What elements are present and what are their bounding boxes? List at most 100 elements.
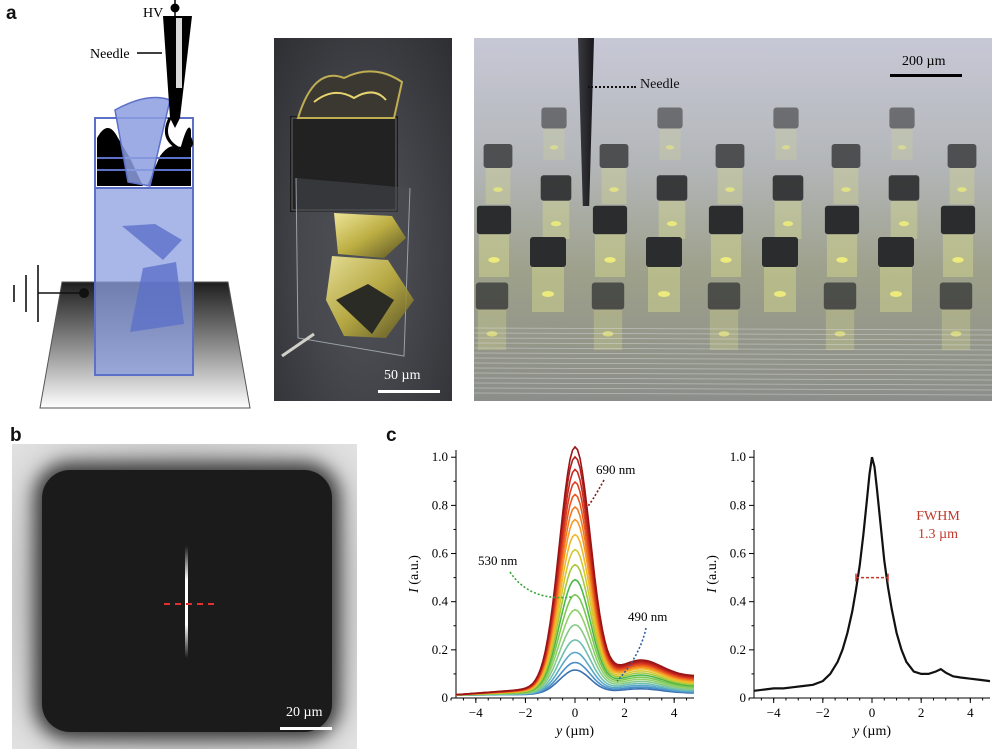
substrate-streak xyxy=(474,372,992,376)
array-pillar-head xyxy=(762,237,798,267)
electrospray-schematic: HV Needle xyxy=(13,0,251,409)
annotation-490nm: 490 nm xyxy=(628,609,667,624)
array-pillar-glint xyxy=(836,257,848,263)
array-pillar-glint xyxy=(493,187,503,193)
substrate-streak xyxy=(474,332,992,336)
substrate-streak xyxy=(474,337,992,341)
array-pillar-stem xyxy=(594,234,626,277)
array-pillar-stem xyxy=(542,200,570,239)
array-pillar-head xyxy=(889,107,915,129)
array-pillar-glint xyxy=(890,291,902,297)
array-pillar-stem xyxy=(764,267,796,312)
array-pillar-stem xyxy=(659,128,681,160)
array-pillar-head xyxy=(656,175,688,201)
array-pillar-stem xyxy=(601,168,627,204)
y-tick-label: 0 xyxy=(442,690,449,705)
array-pillar-head xyxy=(657,107,683,129)
x-tick-label: −2 xyxy=(518,705,532,720)
panel-label-b: b xyxy=(10,425,22,446)
array-pillar-stem xyxy=(478,234,510,277)
array-pillar-stem xyxy=(710,234,742,277)
ground-contact-dot xyxy=(79,288,89,298)
array-pillar-head xyxy=(823,282,857,310)
array-pillar-head xyxy=(939,282,973,310)
y-tick-label: 0.4 xyxy=(432,594,449,609)
profile-line xyxy=(753,456,991,692)
array-pillar-head xyxy=(530,237,566,267)
substrate-streak xyxy=(474,357,992,361)
spectral-series-line xyxy=(455,468,695,696)
spectral-series-line xyxy=(455,445,695,696)
annotation-490nm-pointer xyxy=(616,627,647,682)
fwhm-label: FWHM xyxy=(916,509,960,524)
array-pillar-head xyxy=(540,175,572,201)
array-pillar-head xyxy=(715,144,745,168)
y-tick-label: 0.8 xyxy=(730,497,746,512)
x-tick-label: −4 xyxy=(767,705,781,720)
profile-cut-line xyxy=(164,603,214,605)
array-pillar-head xyxy=(483,144,513,168)
array-pillar-head xyxy=(888,175,920,201)
y-axis-label: I (a.u.) xyxy=(705,555,720,594)
pillar-array-photo: Needle 200 µm xyxy=(474,38,992,401)
waveguide-micrograph: 20 µm xyxy=(12,444,357,749)
y-tick-label: 0.6 xyxy=(432,546,449,561)
array-pillar-glint xyxy=(486,331,498,337)
array-pillar-head xyxy=(592,205,628,235)
substrate-streak xyxy=(474,352,992,356)
array-pillar-head xyxy=(831,144,861,168)
crystal-lower xyxy=(130,262,184,332)
y-axis-label: I (a.u.) xyxy=(407,555,422,594)
fwhm-profile-chart: −4 −2 0 2 4 0 0.2 0.4 0.6 0.8 1.0 y (µm) I (a.u.) FWH… xyxy=(705,449,991,739)
spectral-series-line xyxy=(455,455,695,696)
x-axis-label: y (µm) xyxy=(851,724,891,739)
array-pillar-glint xyxy=(952,257,964,263)
x-tick-label: 2 xyxy=(621,705,628,720)
array-pillar-head xyxy=(772,175,804,201)
array-pillar-glint xyxy=(834,331,846,337)
ground-symbol xyxy=(13,265,82,322)
light-line xyxy=(185,546,188,658)
array-pillar-glint xyxy=(957,187,967,193)
substrate-streak xyxy=(474,342,992,346)
panel-label-c: c xyxy=(386,425,397,446)
array-pillar-glint xyxy=(542,291,554,297)
array-pillar-stem xyxy=(775,128,797,160)
array-pillar-glint xyxy=(774,291,786,297)
panel-label-a: a xyxy=(6,3,17,24)
array-pillar-glint xyxy=(658,291,670,297)
array-pillar-head xyxy=(708,205,744,235)
hv-label: HV xyxy=(143,6,163,21)
substrate-streak xyxy=(474,382,992,386)
y-tick-label: 0 xyxy=(740,690,747,705)
crystal-top xyxy=(114,96,171,187)
array-pillar-glint xyxy=(609,187,619,193)
array-pillar-head xyxy=(947,144,977,168)
needle-photo xyxy=(578,38,594,206)
array-pillar-stem xyxy=(485,168,511,204)
array-pillar-stem xyxy=(709,309,739,350)
array-pillar-stem xyxy=(774,200,802,239)
array-pillar-glint xyxy=(782,221,794,227)
array-pillar-head xyxy=(707,282,741,310)
array-pillar-stem xyxy=(891,128,913,160)
array-pillar-glint xyxy=(665,145,675,150)
array-pillar-head xyxy=(878,237,914,267)
y-tick-label: 0.6 xyxy=(730,546,747,561)
x-tick-label: −2 xyxy=(816,705,830,720)
array-pillar-head xyxy=(940,205,976,235)
array-pillar-glint xyxy=(666,221,678,227)
array-pillar-glint xyxy=(725,187,735,193)
array-pillar-stem xyxy=(880,267,912,312)
substrate-streak xyxy=(474,392,992,396)
hv-terminal xyxy=(170,3,180,13)
array-pillar-stem xyxy=(890,200,918,239)
x-tick-label: 4 xyxy=(671,705,678,720)
array-pillar-stem xyxy=(942,234,974,277)
spectral-series-line xyxy=(455,578,695,696)
array-pillar-stem xyxy=(833,168,859,204)
x-tick-label: 2 xyxy=(918,705,925,720)
array-pillar-head xyxy=(599,144,629,168)
array-pillar-glint xyxy=(897,145,907,150)
scale-label-20um: 20 µm xyxy=(286,705,323,720)
